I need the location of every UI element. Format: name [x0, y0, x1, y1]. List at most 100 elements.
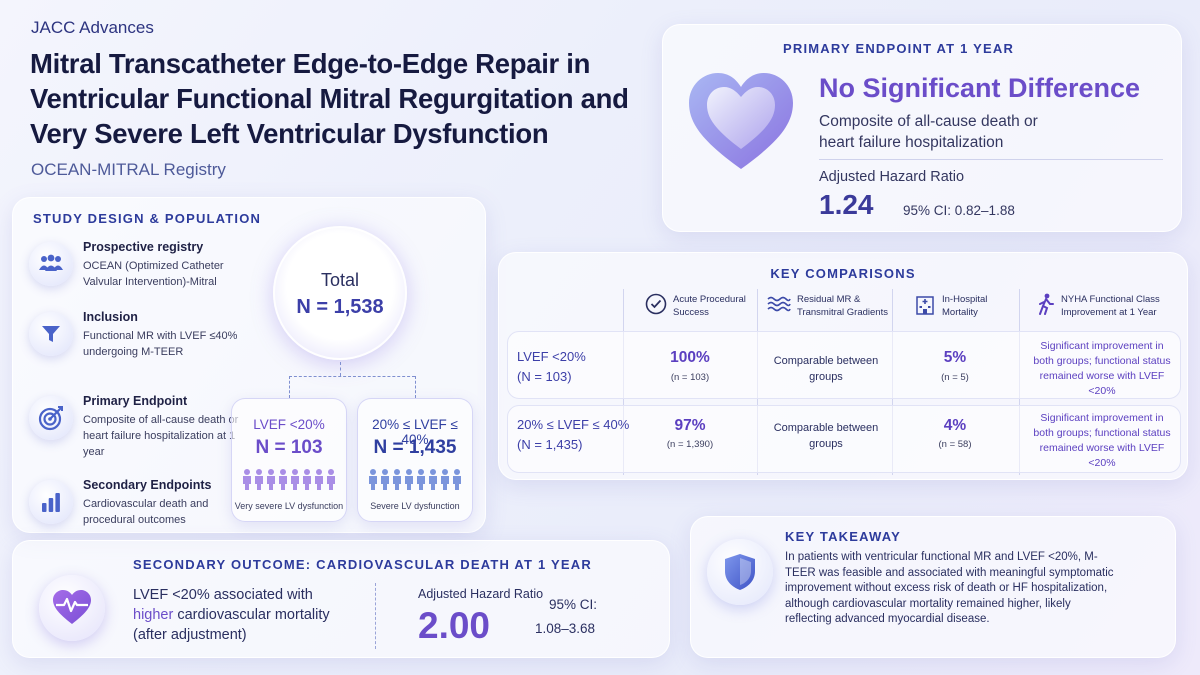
- secondary-text: cardiovascular mortality (after adjustme…: [133, 607, 330, 643]
- design-item-heading: Inclusion: [83, 310, 138, 324]
- residual-value: Comparable between groups: [773, 355, 879, 383]
- person-icon: [267, 469, 275, 490]
- residual-value: Comparable between groups: [773, 422, 879, 450]
- person-icon: [303, 469, 311, 490]
- row-count: (N = 103): [517, 369, 572, 384]
- walking-icon: [1039, 293, 1054, 315]
- key-takeaway-panel: KEY TAKEAWAY In patients with ventricula…: [690, 516, 1176, 658]
- confidence-interval: 1.08–3.68: [535, 621, 596, 636]
- target-icon: [29, 396, 73, 440]
- person-icon: [327, 469, 335, 490]
- table-row: [507, 405, 1181, 473]
- registry-name: OCEAN-MITRAL Registry: [31, 160, 226, 179]
- hazard-ratio-label: Adjusted Hazard Ratio: [418, 587, 544, 601]
- person-icon: [243, 469, 251, 490]
- nyha-value: Significant improvement in both groups; …: [1033, 412, 1171, 469]
- design-item-body: Composite of all-cause death or heart fa…: [83, 414, 239, 458]
- group-icon: [29, 242, 73, 286]
- person-icon: [429, 469, 437, 490]
- total-count: N = 1,538: [296, 296, 384, 318]
- page-title: Mitral Transcatheter Edge-to-Edge Repair…: [30, 48, 629, 149]
- primary-endpoint-title: PRIMARY ENDPOINT AT 1 YEAR: [783, 41, 1015, 56]
- primary-endpoint-panel: PRIMARY ENDPOINT AT 1 YEAR No Significan…: [662, 24, 1182, 232]
- key-takeaway-text: In patients with ventricular functional …: [785, 551, 1114, 626]
- row-label: LVEF <20% (N = 103): [517, 347, 586, 387]
- person-icon: [417, 469, 425, 490]
- row-group: 20% ≤ LVEF ≤ 40%: [517, 417, 630, 432]
- shield-icon: [707, 539, 773, 605]
- study-design-title: STUDY DESIGN & POPULATION: [33, 211, 262, 226]
- success-value: 100%: [670, 349, 710, 366]
- heart-icon: [685, 69, 797, 175]
- success-value: 97%: [674, 417, 706, 434]
- group-description: Severe LV dysfunction: [370, 501, 460, 511]
- hazard-ratio-value: 1.24: [819, 189, 874, 220]
- row-group: LVEF <20%: [517, 349, 586, 364]
- tree-connector: [340, 362, 341, 376]
- mortality-count: (n = 58): [938, 439, 972, 450]
- secondary-outcome-title: SECONDARY OUTCOME: CARDIOVASCULAR DEATH …: [133, 557, 592, 572]
- nyha-value: Significant improvement in both groups; …: [1033, 340, 1171, 397]
- primary-description: Composite of all-cause death or heart fa…: [819, 113, 1038, 151]
- success-count: (n = 103): [670, 372, 710, 383]
- secondary-outcome-panel: SECONDARY OUTCOME: CARDIOVASCULAR DEATH …: [12, 540, 670, 658]
- group-card-lvef-20-to-40: 20% ≤ LVEF ≤ 40% N = 1,435 Severe LV dys…: [357, 398, 473, 522]
- group-count: N = 103: [255, 437, 323, 458]
- confidence-interval-label: 95% CI:: [549, 597, 598, 612]
- row-label: 20% ≤ LVEF ≤ 40% (N = 1,435): [517, 415, 629, 455]
- column-header-label: In-Hospital Mortality: [942, 294, 988, 318]
- table-row: [507, 331, 1181, 399]
- person-icon: [441, 469, 449, 490]
- people-icon-row: [358, 468, 472, 495]
- primary-result: No Significant Difference: [819, 73, 1141, 103]
- group-label: LVEF <20%: [253, 417, 325, 432]
- people-icon-row: [232, 468, 346, 495]
- group-description: Very severe LV dysfunction: [234, 501, 344, 511]
- heart-pulse-icon: [39, 575, 105, 641]
- design-item-body: OCEAN (Optimized Catheter Valvular Inter…: [83, 260, 224, 288]
- column-header-label: NYHA Functional Class Improvement at 1 Y…: [1061, 294, 1160, 318]
- person-icon: [279, 469, 287, 490]
- mortality-count: (n = 5): [941, 372, 969, 383]
- person-icon: [291, 469, 299, 490]
- hospital-icon: [916, 296, 934, 315]
- group-card-lvef-under-20: LVEF <20% N = 103 Very severe LV dysfunc…: [231, 398, 347, 522]
- hazard-ratio-label: Adjusted Hazard Ratio: [819, 169, 965, 185]
- tree-connector: [415, 376, 416, 398]
- design-item-heading: Secondary Endpoints: [83, 478, 212, 492]
- mortality-value: 5%: [943, 349, 967, 366]
- person-icon: [315, 469, 323, 490]
- secondary-text: LVEF <20% associated with: [133, 587, 313, 603]
- success-count: (n = 1,390): [666, 439, 714, 450]
- hazard-ratio-value: 2.00: [418, 605, 491, 646]
- key-comparisons-title: KEY COMPARISONS: [770, 266, 916, 281]
- bar-chart-icon: [29, 480, 73, 524]
- confidence-interval: 95% CI: 0.82–1.88: [903, 203, 1015, 218]
- total-population-circle: Total N = 1,538: [273, 226, 407, 360]
- journal-name: JACC Advances: [31, 18, 154, 37]
- tree-connector: [289, 376, 290, 398]
- person-icon: [381, 469, 389, 490]
- check-circle-icon: [645, 293, 667, 315]
- tree-connector: [289, 376, 415, 377]
- key-comparisons-panel: KEY COMPARISONS Acute Procedural Success…: [498, 252, 1188, 480]
- person-icon: [453, 469, 461, 490]
- person-icon: [369, 469, 377, 490]
- funnel-icon: [29, 312, 73, 356]
- mortality-value: 4%: [943, 417, 967, 434]
- total-label: Total: [320, 270, 360, 290]
- secondary-highlight: higher: [133, 607, 174, 623]
- divider: [375, 583, 376, 649]
- waves-icon: [767, 296, 791, 312]
- column-header-label: Residual MR & Transmitral Gradients: [797, 294, 888, 318]
- divider: [819, 159, 1163, 160]
- person-icon: [405, 469, 413, 490]
- row-count: (N = 1,435): [517, 437, 583, 452]
- key-takeaway-title: KEY TAKEAWAY: [785, 529, 902, 544]
- secondary-description: LVEF <20% associated with higher cardiov…: [133, 585, 353, 645]
- person-icon: [255, 469, 263, 490]
- design-item-heading: Prospective registry: [83, 240, 204, 254]
- design-item-body: Functional MR with LVEF ≤40% undergoing …: [83, 330, 238, 358]
- group-count: N = 1,435: [373, 437, 457, 458]
- column-header-label: Acute Procedural Success: [673, 294, 746, 318]
